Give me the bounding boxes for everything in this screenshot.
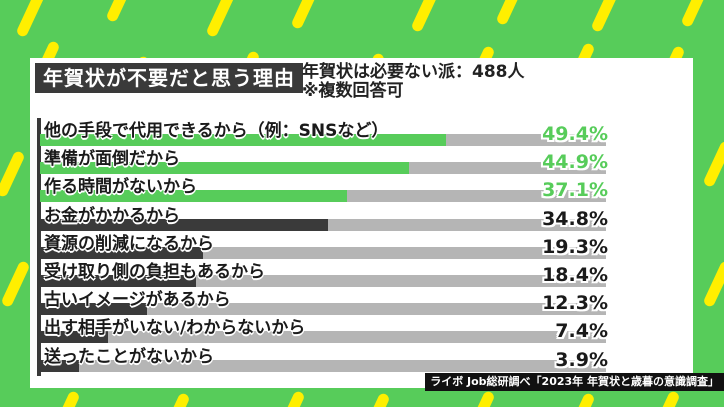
bar-row: 作る時間がないから 37.1%: [40, 176, 608, 204]
stripe-decoration: [650, 389, 681, 407]
stripe-decoration: [205, 0, 236, 39]
stripe-decoration: [0, 149, 26, 199]
bar-value: 34.8%: [542, 207, 608, 230]
bar-value: 7.4%: [555, 320, 608, 343]
stripe-decoration: [290, 0, 321, 31]
bar-track: [40, 303, 606, 316]
bar-value: 44.9%: [542, 151, 608, 174]
bar-fill: [40, 303, 147, 316]
stripe-decoration: [15, 0, 46, 39]
bar-row: お金がかかるから 34.8%: [40, 205, 608, 233]
bar-label: 作る時間がないから: [44, 177, 197, 198]
chart-panel: 年賀状が不要だと思う理由 年賀状は必要ない派：488人 ※複数回答可 他の手段で…: [30, 58, 693, 388]
chart-meta: 年賀状は必要ない派：488人 ※複数回答可: [302, 63, 525, 101]
bar-fill: [40, 134, 446, 146]
bar-label: 出す相手がいない/わからないから: [44, 318, 306, 339]
bar-label: 準備が面倒だから: [44, 149, 180, 170]
bar-row: 出す相手がいない/わからないから 7.4%: [40, 317, 608, 345]
bar-label: 送ったことがないから: [44, 346, 214, 367]
bar-label: 受け取り側の負担もあるから: [44, 262, 265, 282]
bar-fill: [40, 359, 80, 372]
stripe-decoration: [0, 259, 31, 309]
stripe-decoration: [275, 389, 306, 407]
stripe-decoration: [702, 139, 724, 189]
stripe-decoration: [495, 0, 526, 27]
bar-fill: [40, 190, 347, 203]
bar-label: 他の手段で代用できるから（例：SNSなど）: [44, 121, 389, 141]
chart-title: 年賀状が不要だと思う理由: [35, 63, 303, 93]
axis-line: [37, 118, 41, 376]
bar-value: 37.1%: [542, 179, 608, 202]
stripe-decoration: [590, 0, 621, 34]
bar-value: 12.3%: [542, 292, 608, 315]
stripe-decoration: [360, 391, 391, 407]
bar-value: 3.9%: [555, 348, 608, 371]
bar-fill: [40, 162, 410, 175]
respondents-count: 年賀状は必要ない派：488人: [302, 62, 525, 82]
stripe-decoration: [565, 391, 596, 407]
bar-label: 古いイメージがあるから: [44, 290, 231, 311]
bar-label: お金がかかるから: [44, 205, 180, 226]
bar-fill: [40, 331, 108, 344]
bar-row: 資源の削減になるから 19.3%: [40, 233, 608, 261]
bar-fill: [40, 218, 329, 231]
source-caption: ライボ Job総研調べ「2023年 年賀状と歳暮の意識調査」: [425, 373, 724, 391]
bar-track: [40, 331, 606, 344]
bar-value: 19.3%: [542, 235, 608, 258]
stripe-decoration: [680, 0, 711, 29]
bar-row: 送ったことがないから 3.9%: [40, 346, 608, 374]
bar-row: 受け取り側の負担もあるから 18.4%: [40, 261, 608, 289]
bar-row: 準備が面倒だから 44.9%: [40, 148, 608, 176]
stripe-decoration: [465, 389, 496, 407]
stripe-decoration: [702, 259, 724, 309]
bar-row: 古いイメージがあるから 12.3%: [40, 289, 608, 317]
bar-value: 18.4%: [542, 264, 608, 286]
bar-fill: [40, 246, 204, 259]
bar-fill: [40, 275, 197, 287]
stripe-decoration: [410, 0, 441, 34]
bar-row: 他の手段で代用できるから（例：SNSなど） 49.4%: [40, 120, 608, 148]
bar-label: 資源の削減になるから: [44, 233, 214, 254]
stripe-decoration: [105, 0, 136, 24]
bar-value: 49.4%: [542, 123, 608, 145]
bar-track: [40, 359, 606, 372]
multiple-answer-note: ※複数回答可: [302, 81, 404, 101]
stripe-decoration: [50, 389, 81, 407]
stripe-decoration: [160, 391, 191, 407]
